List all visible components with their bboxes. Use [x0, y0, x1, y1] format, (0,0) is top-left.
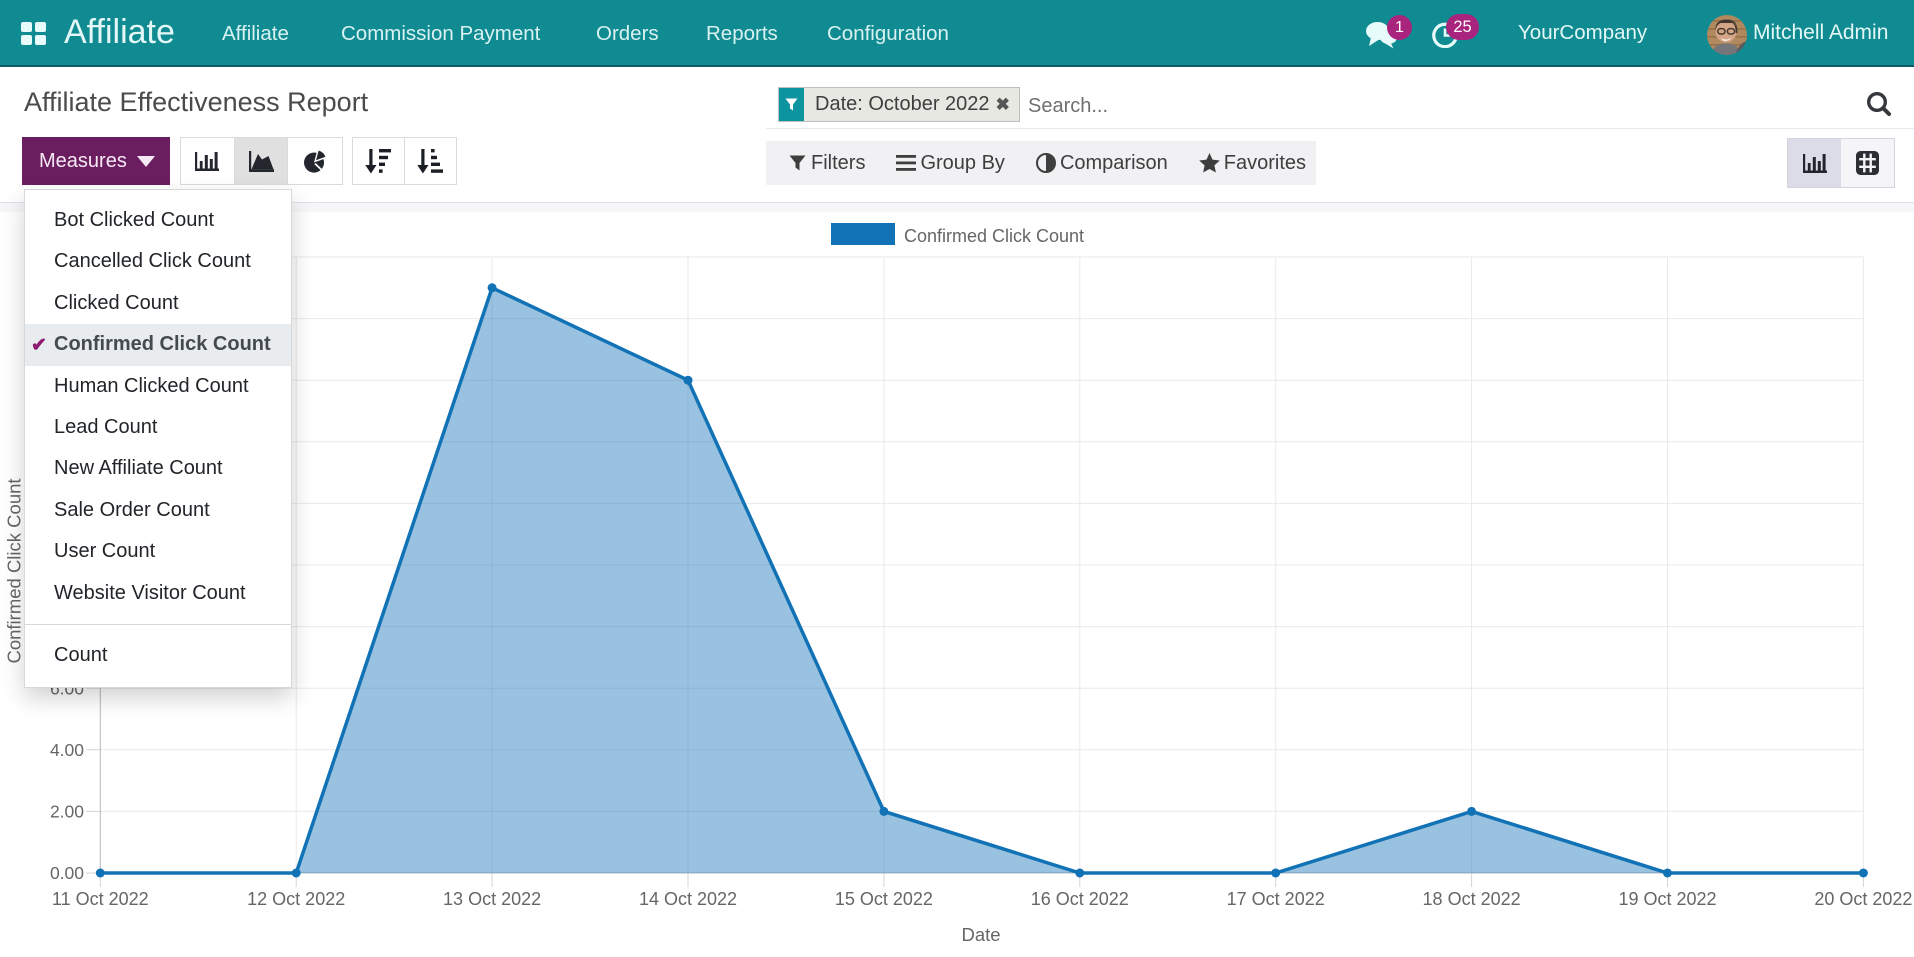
- svg-text:Confirmed Click Count: Confirmed Click Count: [4, 478, 25, 663]
- svg-text:4.00: 4.00: [50, 740, 84, 760]
- svg-text:20 Oct 2022: 20 Oct 2022: [1814, 889, 1912, 909]
- svg-text:2.00: 2.00: [50, 802, 84, 822]
- svg-text:Date: Date: [961, 924, 1000, 945]
- svg-text:17 Oct 2022: 17 Oct 2022: [1227, 889, 1325, 909]
- svg-text:Confirmed Click Count: Confirmed Click Count: [904, 226, 1084, 246]
- svg-text:13 Oct 2022: 13 Oct 2022: [443, 889, 541, 909]
- svg-text:14 Oct 2022: 14 Oct 2022: [639, 889, 737, 909]
- svg-text:11 Oct 2022: 11 Oct 2022: [52, 889, 149, 909]
- svg-text:18 Oct 2022: 18 Oct 2022: [1423, 889, 1521, 909]
- svg-text:19 Oct 2022: 19 Oct 2022: [1618, 889, 1716, 909]
- svg-text:0.00: 0.00: [50, 863, 84, 883]
- svg-text:15 Oct 2022: 15 Oct 2022: [835, 889, 933, 909]
- svg-text:16 Oct 2022: 16 Oct 2022: [1031, 889, 1129, 909]
- svg-text:12 Oct 2022: 12 Oct 2022: [247, 889, 345, 909]
